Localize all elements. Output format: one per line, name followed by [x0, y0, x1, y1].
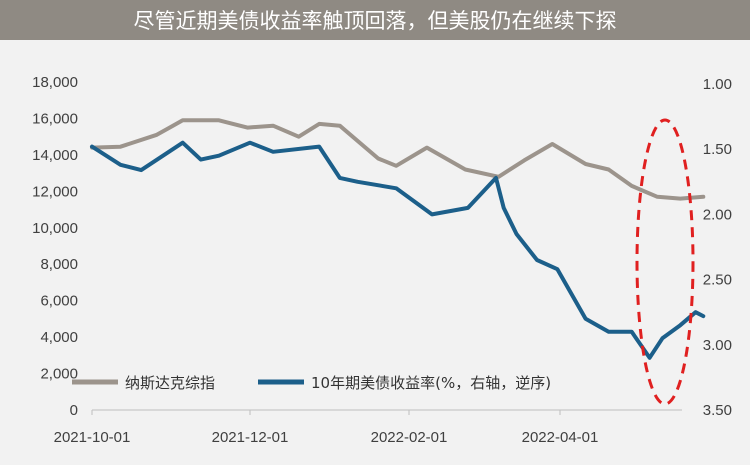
left-tick-label: 12,000: [32, 183, 78, 200]
right-tick-label: 3.50: [703, 402, 732, 419]
legend-label-nasdaq: 纳斯达克综指: [125, 374, 215, 392]
x-tick-label: 2022-02-01: [371, 429, 448, 446]
left-tick-label: 18,000: [32, 74, 78, 91]
right-tick-label: 2.50: [703, 272, 732, 289]
chart-title: 尽管近期美债收益率触顶回落，但美股仍在继续下探: [0, 0, 750, 40]
x-tick-label: 2021-10-01: [54, 429, 131, 446]
right-tick-label: 1.00: [703, 76, 732, 93]
left-tick-label: 2,000: [40, 366, 78, 383]
x-tick-label: 2021-12-01: [212, 429, 289, 446]
left-tick-label: 0: [70, 402, 78, 419]
plot-area: 0 2,000 4,000 6,000 8,000 10,000 12,000 14,000 1…: [0, 40, 750, 465]
nasdaq-series-line: [90, 118, 706, 201]
right-tick-label: 3.00: [703, 337, 732, 354]
treasury-yield-series-line: [90, 140, 706, 360]
legend-label-yield: 10年期美债收益率(%，右轴，逆序): [311, 374, 551, 392]
left-tick-label: 10,000: [32, 220, 78, 237]
right-tick-label: 2.00: [703, 206, 732, 223]
left-tick-label: 6,000: [40, 293, 78, 310]
x-tick-label: 2022-04-01: [522, 429, 599, 446]
left-tick-label: 4,000: [40, 329, 78, 346]
left-tick-label: 8,000: [40, 256, 78, 273]
chart-svg: 0 2,000 4,000 6,000 8,000 10,000 12,000 14,000 1…: [32, 74, 732, 446]
left-tick-label: 14,000: [32, 147, 78, 164]
highlight-ellipse: [635, 118, 695, 406]
left-tick-label: 16,000: [32, 110, 78, 127]
right-tick-label: 1.50: [703, 141, 732, 158]
